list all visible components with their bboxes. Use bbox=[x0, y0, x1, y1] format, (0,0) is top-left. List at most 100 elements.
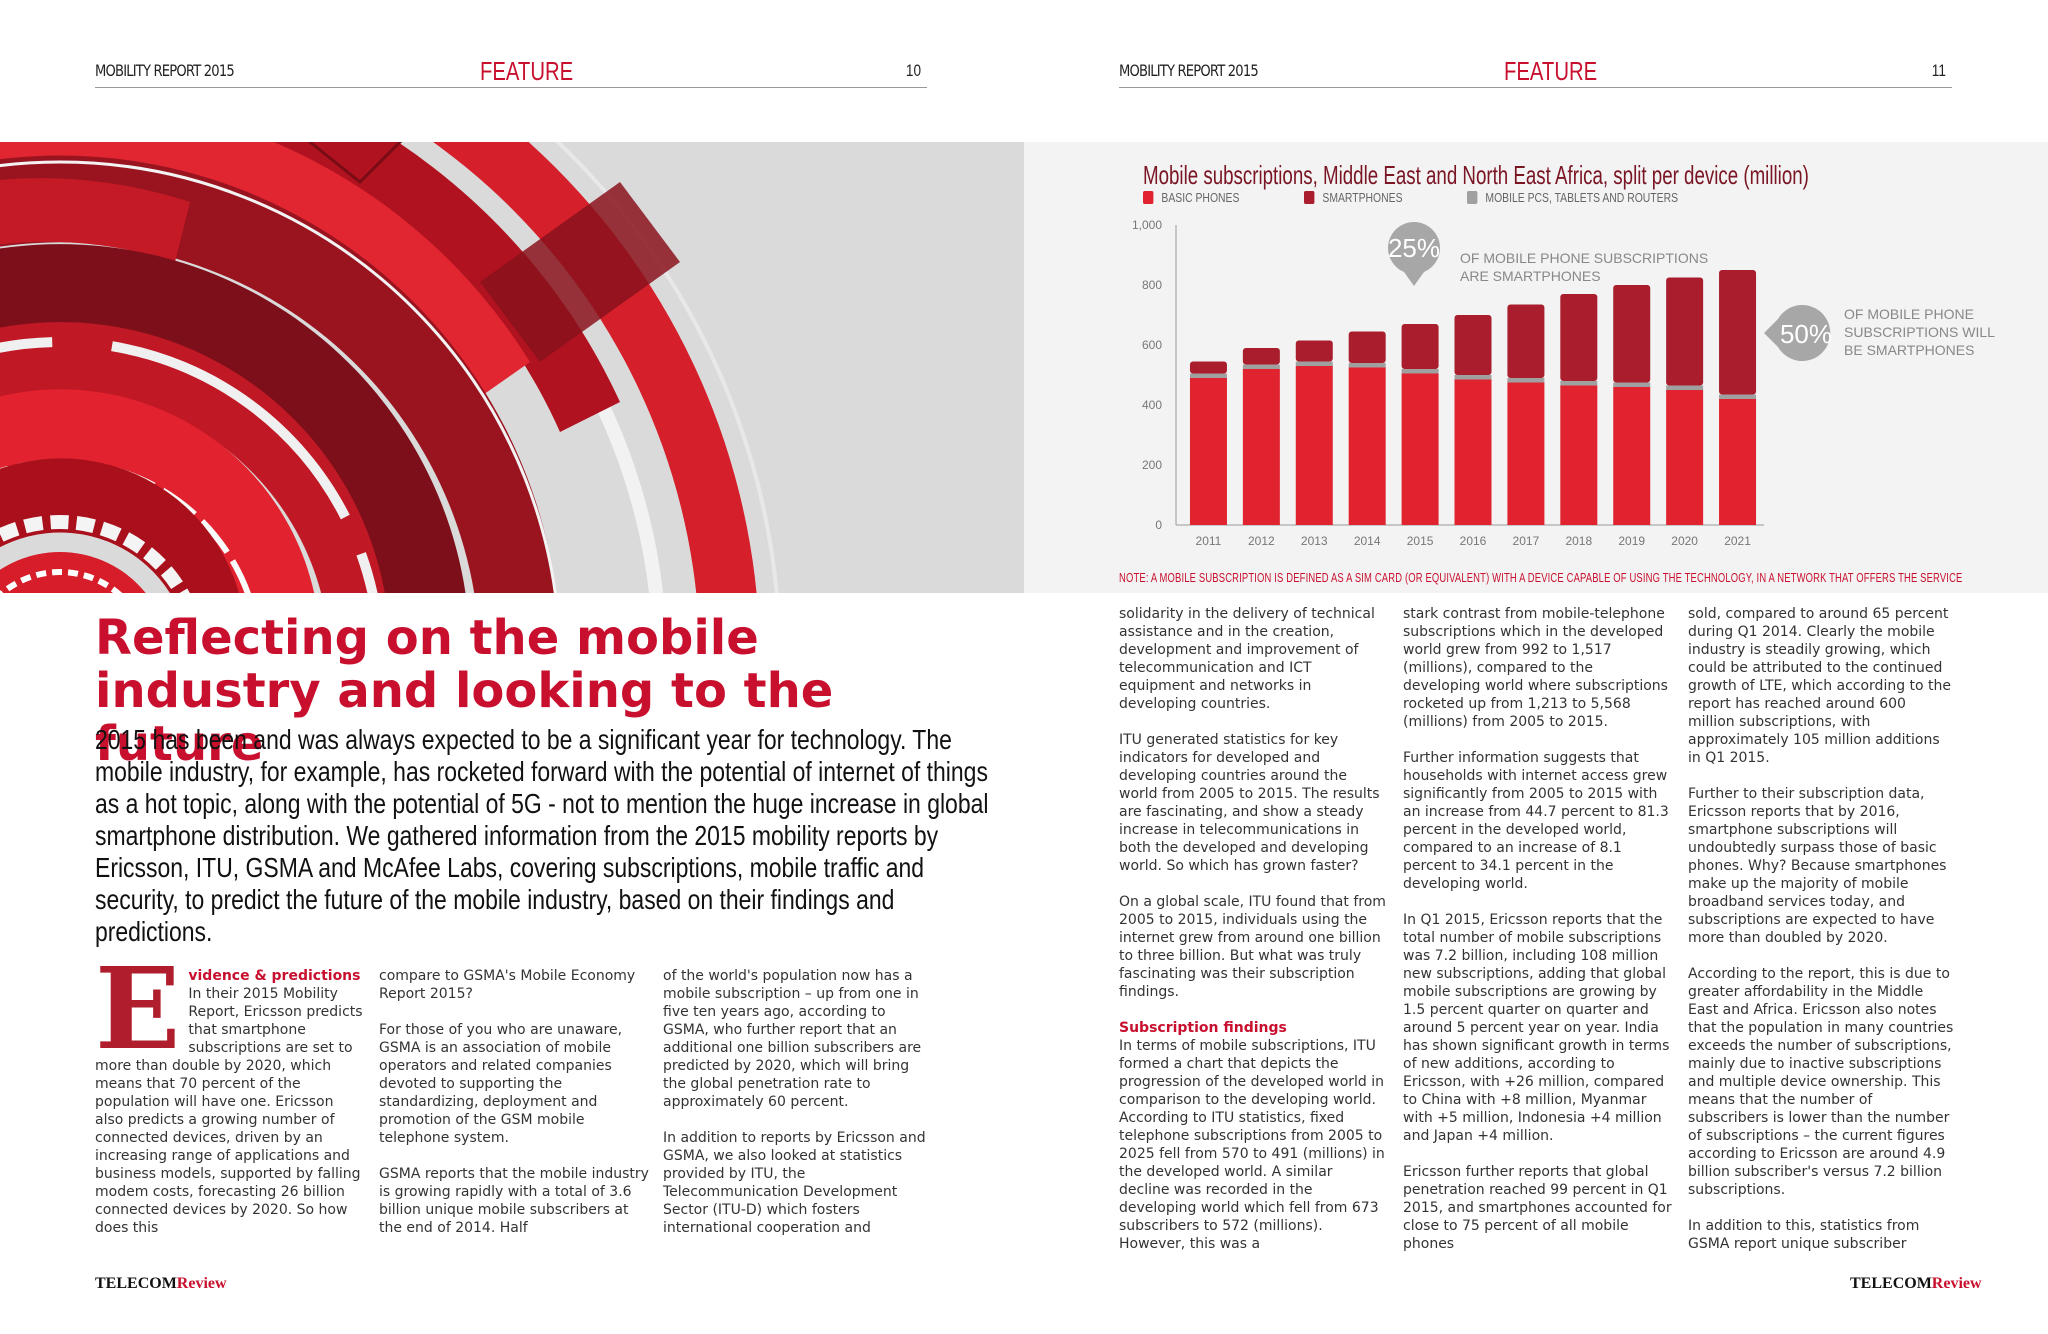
annotation-text: BE SMARTPHONES bbox=[1844, 342, 1974, 358]
left-column-1: E vidence & predictions In their 2015 Mo… bbox=[95, 944, 363, 1237]
paragraph: In Q1 2015, Ericsson reports that the to… bbox=[1403, 912, 1670, 1144]
drop-cap: E bbox=[95, 944, 181, 1075]
paragraph: In addition to this, statistics from GSM… bbox=[1688, 1218, 1920, 1252]
chart-note: NOTE: A MOBILE SUBSCRIPTION IS DEFINED A… bbox=[1119, 571, 1963, 585]
y-tick-label: 600 bbox=[1142, 338, 1162, 352]
bar-segment bbox=[1295, 361, 1333, 366]
publication-name: MOBILITY REPORT 2015 bbox=[95, 61, 235, 80]
bar-segment bbox=[1719, 270, 1757, 395]
x-tick-label: 2018 bbox=[1565, 534, 1592, 548]
left-page-header: MOBILITY REPORT 2015 FEATURE 10 bbox=[95, 56, 927, 88]
x-tick-label: 2013 bbox=[1301, 534, 1328, 548]
annotation-value: 50% bbox=[1780, 319, 1832, 349]
bar-segment bbox=[1454, 375, 1492, 380]
bar-segment bbox=[1666, 390, 1704, 525]
y-tick-label: 400 bbox=[1142, 398, 1162, 412]
x-tick-label: 2019 bbox=[1618, 534, 1645, 548]
page-number: 10 bbox=[905, 61, 922, 80]
bar-segment bbox=[1560, 385, 1598, 525]
abstract-circular-artwork bbox=[0, 142, 1024, 593]
x-tick-label: 2012 bbox=[1248, 534, 1275, 548]
annotation-text: SUBSCRIPTIONS WILL bbox=[1844, 324, 1995, 340]
bar-segment bbox=[1560, 294, 1598, 381]
publication-name: MOBILITY REPORT 2015 bbox=[1119, 61, 1259, 80]
annotation-text: OF MOBILE PHONE SUBSCRIPTIONS bbox=[1460, 250, 1708, 266]
bar-segment bbox=[1401, 373, 1439, 525]
paragraph: Ericsson further reports that global pen… bbox=[1403, 1164, 1672, 1252]
bar-segment bbox=[1242, 369, 1280, 525]
subheading: Subscription findings bbox=[1119, 1020, 1287, 1036]
bar-segment bbox=[1507, 378, 1545, 383]
bar-segment bbox=[1613, 285, 1651, 383]
bar-segment bbox=[1401, 369, 1439, 374]
footer-logo: TELECOMReview bbox=[95, 1275, 227, 1292]
right-column-2: stark contrast from mobile-telephone sub… bbox=[1403, 605, 1673, 1271]
paragraph: compare to GSMA's Mobile Economy Report … bbox=[379, 968, 636, 1002]
legend-item-smartphones: SMARTPHONES bbox=[1303, 190, 1402, 205]
chart-title: Mobile subscriptions, Middle East and No… bbox=[1143, 160, 1809, 190]
bar-segment bbox=[1189, 373, 1227, 378]
paragraph: In addition to reports by Ericsson and G… bbox=[663, 1130, 926, 1236]
x-tick-label: 2015 bbox=[1407, 534, 1434, 548]
bar-segment bbox=[1666, 385, 1704, 390]
paragraph: sold, compared to around 65 percent duri… bbox=[1688, 606, 1952, 766]
bar-segment bbox=[1719, 394, 1757, 399]
paragraph: GSMA reports that the mobile industry is… bbox=[379, 1166, 649, 1236]
x-tick-label: 2017 bbox=[1513, 534, 1540, 548]
legend-swatch bbox=[1303, 191, 1314, 204]
y-tick-label: 0 bbox=[1155, 518, 1162, 532]
right-column-1: solidarity in the delivery of technical … bbox=[1119, 605, 1387, 1271]
paragraph: of the world's population now has a mobi… bbox=[663, 968, 922, 1110]
bar-segment bbox=[1613, 382, 1651, 387]
left-column-2: compare to GSMA's Mobile Economy Report … bbox=[379, 967, 649, 1255]
paragraph: ITU generated statistics for key indicat… bbox=[1119, 732, 1380, 874]
section-label: FEATURE bbox=[480, 56, 574, 86]
annotation-value: 25% bbox=[1388, 233, 1440, 263]
annotation-text: ARE SMARTPHONES bbox=[1460, 268, 1601, 284]
stacked-bar-chart: 0 200 400 600 800 1,000 2011 2012 2013 2014 2015 20… bbox=[1132, 218, 1995, 548]
x-tick-label: 2016 bbox=[1460, 534, 1487, 548]
bar-segment bbox=[1560, 381, 1598, 386]
x-tick-label: 2011 bbox=[1196, 534, 1222, 548]
left-column-3: of the world's population now has a mobi… bbox=[663, 967, 933, 1255]
right-page-header: MOBILITY REPORT 2015 FEATURE 11 bbox=[1119, 56, 1952, 88]
bar-segment bbox=[1507, 304, 1545, 378]
paragraph: Further information suggests that househ… bbox=[1403, 750, 1669, 892]
article-headline: Reflecting on the mobile industry and lo… bbox=[95, 610, 834, 772]
bar-segment bbox=[1348, 363, 1386, 368]
annotation-bubble bbox=[1764, 305, 1831, 361]
paragraph: In terms of mobile subscriptions, ITU fo… bbox=[1119, 1038, 1385, 1252]
subheading: vidence & predictions bbox=[188, 968, 361, 984]
page-number: 11 bbox=[1932, 61, 1947, 80]
legend-swatch bbox=[1466, 191, 1478, 204]
bar-segment bbox=[1242, 348, 1280, 365]
chart-legend: BASIC PHONES SMARTPHONES MOBILE PCS, TAB… bbox=[1143, 190, 1731, 205]
paragraph: According to the report, this is due to … bbox=[1688, 966, 1954, 1198]
paragraph: solidarity in the delivery of technical … bbox=[1119, 606, 1375, 712]
x-tick-label: 2020 bbox=[1671, 534, 1698, 548]
hero-image bbox=[0, 142, 1024, 593]
y-tick-label: 200 bbox=[1142, 458, 1162, 472]
legend-swatch bbox=[1143, 191, 1154, 204]
bar-segment bbox=[1454, 315, 1492, 375]
annotation-text: OF MOBILE PHONE bbox=[1844, 306, 1974, 322]
x-tick-label: 2014 bbox=[1354, 534, 1381, 548]
legend-item-basic-phones: BASIC PHONES bbox=[1143, 190, 1239, 205]
paragraph: On a global scale, ITU found that from 2… bbox=[1119, 894, 1386, 1000]
bar-segment bbox=[1348, 331, 1386, 363]
bar-segment bbox=[1348, 367, 1386, 525]
right-column-3: sold, compared to around 65 percent duri… bbox=[1688, 605, 1956, 1271]
y-tick-label: 1,000 bbox=[1132, 218, 1162, 232]
bar-segment bbox=[1242, 364, 1280, 369]
footer-logo: TELECOMReview bbox=[1850, 1275, 1982, 1292]
legend-item-mobile-pcs: MOBILE PCS, TABLETS AND ROUTERS bbox=[1466, 190, 1678, 205]
paragraph: For those of you who are unaware, GSMA i… bbox=[379, 1022, 623, 1146]
annotation-bubble bbox=[1388, 222, 1440, 286]
bar-segment bbox=[1613, 387, 1651, 525]
bar-segment bbox=[1295, 366, 1333, 525]
bar-segment bbox=[1401, 324, 1439, 369]
bar-segment bbox=[1295, 340, 1333, 362]
paragraph: Further to their subscription data, Eric… bbox=[1688, 786, 1947, 946]
body-text: In their 2015 Mobility Report, Ericsson … bbox=[95, 986, 363, 1236]
bar-segment bbox=[1666, 277, 1704, 386]
